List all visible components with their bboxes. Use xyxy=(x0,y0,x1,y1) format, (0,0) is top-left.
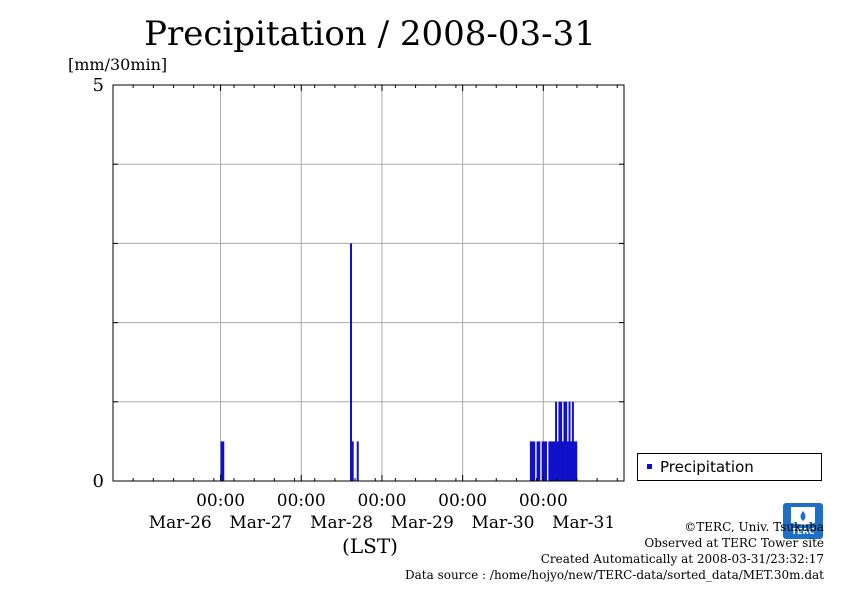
bars-precipitation xyxy=(220,243,578,481)
precipitation-bar xyxy=(350,243,353,481)
precipitation-bar xyxy=(571,401,574,481)
chart-title: Precipitation / 2008-03-31 xyxy=(144,14,596,54)
precipitation-bar xyxy=(556,441,559,481)
y-axis-unit-label: [mm/30min] xyxy=(68,55,168,74)
precipitation-bar xyxy=(561,441,564,481)
terc-logo: TERC xyxy=(783,503,823,539)
precipitation-bar xyxy=(558,401,561,481)
precipitation-bar xyxy=(566,441,569,481)
x-tick-date-label: Mar-27 xyxy=(229,513,292,533)
precipitation-bar xyxy=(570,441,573,481)
source-text: Data source : /home/hojyo/new/TERC-data/… xyxy=(405,568,824,582)
precipitation-bar xyxy=(550,441,553,481)
precipitation-bar xyxy=(565,401,568,481)
legend: Precipitation xyxy=(637,453,822,481)
y-tick-label: 0 xyxy=(93,471,104,492)
precipitation-bar xyxy=(575,441,578,481)
precipitation-bar xyxy=(351,441,354,481)
precipitation-bar xyxy=(538,441,541,481)
x-tick-date-label: Mar-26 xyxy=(149,513,212,533)
precipitation-bar xyxy=(573,441,576,481)
precipitation-bar xyxy=(356,441,359,481)
logo-text: TERC xyxy=(791,527,815,536)
precipitation-bar xyxy=(548,441,551,481)
precipitation-bar xyxy=(531,441,534,481)
precipitation-bar xyxy=(568,401,571,481)
x-tick-time-label: 00:00 xyxy=(519,491,568,511)
precipitation-bar xyxy=(529,441,532,481)
precipitation-bar xyxy=(536,441,539,481)
precipitation-bar xyxy=(555,401,558,481)
x-tick-date-label: Mar-30 xyxy=(471,513,534,533)
x-tick-time-label: 00:00 xyxy=(196,491,245,511)
x-tick-date-label: Mar-28 xyxy=(310,513,373,533)
created-text: Created Automatically at 2008-03-31/23:3… xyxy=(540,552,824,566)
x-tick-date-label: Mar-29 xyxy=(391,513,454,533)
precipitation-bar xyxy=(541,441,544,481)
precipitation-bar xyxy=(563,401,566,481)
x-tick-time-label: 00:00 xyxy=(438,491,487,511)
precipitation-bar xyxy=(222,441,225,481)
axis-ticks xyxy=(112,85,624,481)
x-tick-date-label: Mar-31 xyxy=(552,513,615,533)
grid-lines xyxy=(113,85,624,481)
precipitation-bar xyxy=(220,441,223,481)
precipitation-bar xyxy=(533,441,536,481)
precipitation-bar xyxy=(553,441,556,481)
plot-frame xyxy=(112,84,625,482)
precipitation-bar xyxy=(543,441,546,481)
legend-label: Precipitation xyxy=(660,458,754,476)
x-axis-title: (LST) xyxy=(342,534,398,558)
x-tick-time-label: 00:00 xyxy=(357,491,406,511)
precipitation-bar xyxy=(544,441,547,481)
legend-swatch xyxy=(647,464,652,469)
tick-labels: 0500:00Mar-2600:00Mar-2700:00Mar-2800:00… xyxy=(93,75,616,558)
footer-credits: ©TERC, Univ. Tsukuba Observed at TERC To… xyxy=(405,519,824,583)
y-tick-label: 5 xyxy=(93,75,104,96)
precipitation-bar xyxy=(551,441,554,481)
observed-text: Observed at TERC Tower site xyxy=(644,536,824,550)
x-tick-time-label: 00:00 xyxy=(277,491,326,511)
precipitation-bar xyxy=(560,401,563,481)
copyright-text: ©TERC, Univ. Tsukuba xyxy=(684,520,824,534)
